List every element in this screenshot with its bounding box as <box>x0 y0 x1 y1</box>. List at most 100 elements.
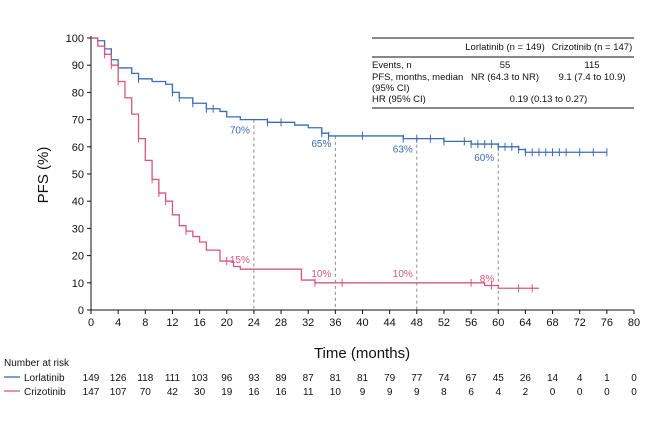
risk-table-title: Number at risk <box>4 358 70 369</box>
risk-count: 16 <box>275 387 287 398</box>
y-axis-title: PFS (%) <box>35 147 52 204</box>
landmark-label: 63% <box>393 145 413 156</box>
risk-count: 9 <box>387 387 393 398</box>
y-tick-label: 60 <box>72 142 84 154</box>
table-row-label: Events, n <box>372 60 412 71</box>
x-tick-label: 60 <box>492 317 504 329</box>
x-tick-label: 44 <box>384 317 396 329</box>
risk-count: 70 <box>140 387 152 398</box>
risk-count: 93 <box>248 373 260 384</box>
table-cell: 0.19 (0.13 to 0.27) <box>510 94 588 105</box>
risk-count: 19 <box>221 387 233 398</box>
table-header: Crizotinib (n = 147) <box>552 42 633 53</box>
reference-lines <box>253 119 499 310</box>
risk-count: 81 <box>357 373 369 384</box>
table-cell: 115 <box>584 60 599 71</box>
x-tick-label: 24 <box>248 317 260 329</box>
risk-count: 107 <box>110 387 127 398</box>
x-axis-title: Time (months) <box>314 345 410 362</box>
risk-count: 89 <box>275 373 287 384</box>
landmark-label: 8% <box>480 274 495 285</box>
x-tick-label: 64 <box>519 317 531 329</box>
y-tick-label: 0 <box>78 305 84 317</box>
risk-row-label: Crizotinib <box>24 387 66 398</box>
risk-count: 67 <box>466 373 478 384</box>
x-tick-label: 52 <box>438 317 450 329</box>
y-tick-label: 80 <box>72 87 84 99</box>
x-tick-label: 0 <box>88 317 94 329</box>
y-tick-label: 50 <box>72 169 84 181</box>
risk-count: 103 <box>191 373 208 384</box>
series-line-crizotinib <box>91 37 539 289</box>
x-tick-label: 48 <box>411 317 423 329</box>
x-tick-label: 32 <box>302 317 314 329</box>
table-cell: 55 <box>500 60 511 71</box>
risk-count: 2 <box>523 387 529 398</box>
y-tick-label: 70 <box>72 115 84 127</box>
risk-count: 9 <box>360 387 366 398</box>
risk-count: 147 <box>83 387 100 398</box>
x-tick-label: 8 <box>142 317 148 329</box>
table-header: Lorlatinib (n = 149) <box>465 42 544 53</box>
landmark-label: 15% <box>230 255 250 266</box>
landmark-label: 70% <box>230 126 250 137</box>
x-tick-label: 28 <box>275 317 287 329</box>
risk-count: 0 <box>604 387 610 398</box>
risk-count: 0 <box>577 387 583 398</box>
table-row-label: PFS, months, median (95% CI) <box>372 72 463 94</box>
risk-count: 1 <box>604 373 610 384</box>
landmark-label: 65% <box>311 139 331 150</box>
risk-count: 4 <box>495 387 501 398</box>
risk-count: 9 <box>414 387 420 398</box>
y-tick-label: 90 <box>72 60 84 72</box>
x-tick-label: 56 <box>465 317 477 329</box>
landmark-label: 60% <box>474 153 494 164</box>
x-tick-label: 68 <box>546 317 558 329</box>
table-cell: 9.1 (7.4 to 10.9) <box>558 72 625 83</box>
x-tick-label: 80 <box>628 317 640 329</box>
summary-table: Lorlatinib (n = 149) Crizotinib (n = 147)… <box>372 37 634 109</box>
x-tick-label: 76 <box>601 317 613 329</box>
risk-count: 96 <box>221 373 233 384</box>
x-tick-label: 16 <box>193 317 205 329</box>
y-tick-label: 10 <box>72 278 84 290</box>
risk-count: 30 <box>194 387 206 398</box>
landmark-label: 10% <box>311 269 331 280</box>
table-cell: NR (64.3 to NR) <box>471 72 539 83</box>
landmark-labels: 70% 65% 63% 60% 15% 10% 10% 8% <box>230 126 494 286</box>
risk-count: 4 <box>577 373 583 384</box>
table-row-label: HR (95% CI) <box>372 94 426 105</box>
x-tick-label: 12 <box>166 317 178 329</box>
risk-count: 118 <box>137 373 153 384</box>
series <box>91 37 608 293</box>
risk-count: 14 <box>547 373 559 384</box>
risk-count: 81 <box>330 373 342 384</box>
x-tick-label: 72 <box>574 317 586 329</box>
risk-count: 10 <box>330 387 342 398</box>
risk-count: 26 <box>520 373 532 384</box>
risk-count: 149 <box>83 373 100 384</box>
y-tick-label: 20 <box>72 251 84 263</box>
y-tick-label: 100 <box>66 33 84 45</box>
risk-row-label: Lorlatinib <box>24 373 65 384</box>
risk-count: 42 <box>167 387 179 398</box>
y-tick-label: 40 <box>72 196 84 208</box>
risk-count: 45 <box>493 373 505 384</box>
risk-count: 16 <box>248 387 260 398</box>
y-tick-label: 30 <box>72 223 84 235</box>
x-tick-label: 4 <box>115 317 121 329</box>
risk-count: 74 <box>438 373 450 384</box>
x-tick-label: 36 <box>329 317 341 329</box>
risk-count: 87 <box>303 373 315 384</box>
risk-count: 11 <box>303 387 314 398</box>
series-line-lorlatinib <box>91 37 607 153</box>
x-tick-label: 40 <box>356 317 368 329</box>
risk-count: 111 <box>165 373 181 384</box>
risk-count: 8 <box>441 387 447 398</box>
risk-count: 77 <box>411 373 423 384</box>
risk-count: 6 <box>468 387 474 398</box>
risk-count: 79 <box>384 373 396 384</box>
